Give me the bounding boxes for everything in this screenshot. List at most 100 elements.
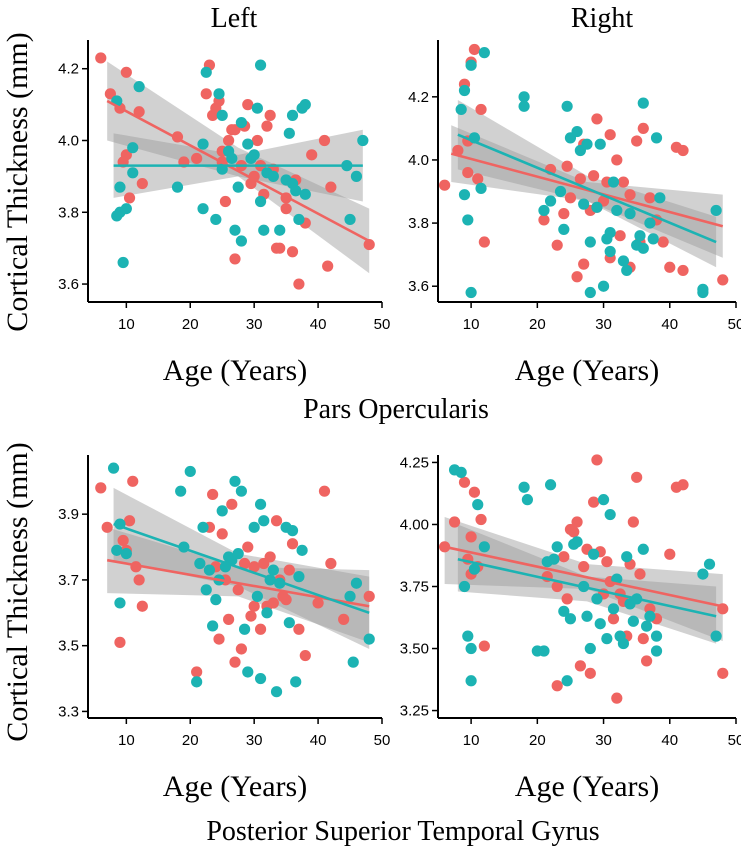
point-teal-23 bbox=[581, 610, 593, 622]
point-red-39 bbox=[664, 261, 676, 273]
chart-panel-pars_left: 3.6 3.8 4.0 4.2 10 20 30 40 50 Age (Years) bbox=[58, 40, 390, 387]
point-red-12 bbox=[551, 680, 563, 692]
point-teal-43 bbox=[350, 577, 363, 589]
point-teal-41 bbox=[344, 590, 356, 602]
point-red-10 bbox=[538, 214, 550, 226]
point-red-35 bbox=[637, 122, 649, 134]
chart-panel-pstg_left: 3.3 3.5 3.7 3.9 10 20 30 40 50 Age (Years) bbox=[58, 455, 390, 803]
point-teal-5 bbox=[465, 642, 477, 655]
trend-line-red bbox=[444, 545, 724, 608]
x-tick-label: 50 bbox=[728, 732, 741, 749]
point-red-0 bbox=[95, 482, 107, 494]
x-tick-label: 50 bbox=[374, 732, 391, 749]
point-red-19 bbox=[578, 258, 590, 270]
x-tick-label: 20 bbox=[182, 732, 199, 749]
point-teal-10 bbox=[197, 521, 209, 533]
point-teal-40 bbox=[296, 544, 308, 556]
point-teal-5 bbox=[465, 59, 477, 71]
point-teal-21 bbox=[235, 235, 247, 247]
point-red-6 bbox=[468, 486, 481, 498]
point-red-31 bbox=[267, 597, 279, 609]
y-tick-label: 3.6 bbox=[408, 278, 429, 295]
point-teal-37 bbox=[290, 185, 302, 197]
y-tick-label: 4.00 bbox=[400, 516, 429, 533]
point-red-35 bbox=[631, 471, 643, 483]
point-red-2 bbox=[114, 636, 126, 648]
point-teal-8 bbox=[478, 47, 490, 59]
point-teal-13 bbox=[210, 213, 222, 226]
point-teal-26 bbox=[251, 590, 263, 602]
point-teal-30 bbox=[261, 607, 273, 619]
point-teal-4 bbox=[120, 548, 132, 560]
point-teal-12 bbox=[197, 138, 209, 150]
x-tick-label: 10 bbox=[463, 316, 480, 333]
trend-line-teal bbox=[457, 133, 717, 244]
point-red-23 bbox=[229, 253, 241, 265]
point-red-6 bbox=[133, 106, 145, 118]
point-red-0 bbox=[439, 179, 451, 191]
point-red-18 bbox=[574, 660, 586, 672]
point-red-30 bbox=[617, 176, 630, 188]
point-teal-1 bbox=[455, 466, 467, 478]
point-red-32 bbox=[624, 189, 636, 201]
point-red-19 bbox=[229, 656, 241, 668]
point-teal-9 bbox=[518, 91, 530, 103]
point-teal-11 bbox=[200, 66, 212, 78]
x-tick-label: 40 bbox=[661, 316, 678, 333]
point-red-9 bbox=[478, 640, 490, 652]
point-red-38 bbox=[293, 623, 305, 635]
y-tick-label: 4.0 bbox=[58, 132, 79, 149]
point-teal-21 bbox=[584, 286, 596, 299]
point-teal-25 bbox=[248, 521, 260, 533]
point-teal-27 bbox=[594, 618, 606, 630]
x-tick-label: 20 bbox=[529, 316, 546, 333]
point-teal-11 bbox=[200, 584, 212, 596]
point-teal-19 bbox=[578, 198, 590, 210]
point-teal-39 bbox=[637, 543, 649, 555]
point-teal-24 bbox=[242, 666, 254, 678]
point-red-26 bbox=[242, 99, 254, 111]
point-teal-9 bbox=[518, 481, 530, 493]
point-red-17 bbox=[574, 173, 586, 185]
point-red-28 bbox=[607, 613, 620, 625]
point-teal-44 bbox=[697, 568, 709, 580]
point-red-9 bbox=[136, 600, 148, 612]
point-red-0 bbox=[95, 52, 107, 64]
point-red-20 bbox=[223, 134, 235, 147]
point-teal-20 bbox=[581, 138, 593, 150]
point-red-47 bbox=[363, 238, 375, 251]
point-red-38 bbox=[641, 655, 653, 667]
point-red-1 bbox=[101, 521, 113, 533]
point-red-16 bbox=[571, 271, 583, 283]
point-teal-24 bbox=[594, 138, 606, 150]
point-teal-29 bbox=[258, 224, 270, 236]
y-tick-label: 4.0 bbox=[408, 152, 429, 169]
point-teal-8 bbox=[191, 676, 203, 688]
point-teal-32 bbox=[274, 224, 286, 236]
point-teal-26 bbox=[591, 593, 603, 605]
point-red-41 bbox=[677, 144, 689, 157]
point-teal-42 bbox=[650, 645, 663, 657]
point-red-10 bbox=[191, 666, 203, 678]
point-red-16 bbox=[568, 526, 580, 538]
point-teal-31 bbox=[617, 255, 630, 267]
y-tick-label: 4.2 bbox=[58, 61, 79, 78]
point-red-39 bbox=[299, 649, 311, 662]
x-tick-label: 10 bbox=[118, 732, 135, 749]
point-red-32 bbox=[270, 515, 283, 527]
point-red-13 bbox=[558, 208, 570, 220]
point-red-22 bbox=[591, 113, 603, 125]
x-tick-label: 40 bbox=[661, 732, 678, 749]
point-teal-12 bbox=[203, 564, 216, 576]
point-red-21 bbox=[584, 667, 596, 679]
point-teal-15 bbox=[548, 553, 560, 565]
point-teal-8 bbox=[478, 541, 490, 553]
trend-line-teal bbox=[457, 557, 717, 618]
point-teal-13 bbox=[554, 185, 567, 198]
point-teal-28 bbox=[597, 494, 610, 506]
y-tick-label: 3.7 bbox=[58, 572, 79, 589]
point-teal-30 bbox=[604, 508, 616, 521]
point-red-21 bbox=[588, 170, 600, 182]
point-red-5 bbox=[123, 192, 136, 204]
